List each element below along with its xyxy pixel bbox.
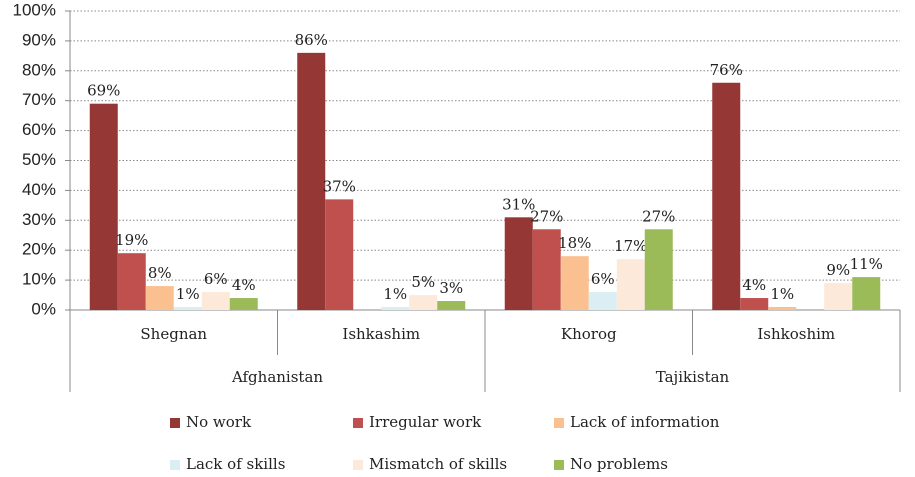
bar [616, 259, 645, 310]
bar [560, 256, 589, 310]
legend-swatch [170, 418, 180, 428]
value-label: 6% [591, 270, 615, 288]
bar [89, 103, 118, 310]
bar [740, 298, 769, 310]
bar [201, 292, 230, 310]
value-label: 69% [87, 82, 120, 100]
bar [644, 229, 673, 310]
y-tick-label: 70% [22, 90, 56, 109]
value-label: 76% [710, 61, 743, 79]
bar [532, 229, 561, 310]
value-label: 86% [295, 31, 328, 49]
bar [173, 307, 202, 310]
x-tick-label: Ishkashim [342, 325, 420, 343]
legend-label: Mismatch of skills [369, 455, 507, 473]
bar [381, 307, 410, 310]
value-label: 6% [204, 270, 228, 288]
bar [145, 286, 174, 310]
y-tick-label: 20% [22, 240, 56, 259]
legend-label: No problems [570, 455, 668, 473]
value-label: 8% [148, 264, 172, 282]
group-label: Tajikistan [656, 368, 730, 386]
y-tick-label: 40% [22, 180, 56, 199]
legend-swatch [170, 460, 180, 470]
bar [297, 52, 326, 311]
group-label: Afghanistan [231, 368, 323, 386]
y-tick-label: 80% [22, 60, 56, 79]
bar [588, 292, 617, 310]
value-label: 4% [232, 276, 256, 294]
legend-swatch [353, 460, 363, 470]
legend-label: Lack of information [570, 413, 720, 431]
x-tick-label: Shegnan [140, 325, 207, 343]
bar [117, 253, 146, 310]
value-label: 31% [502, 195, 535, 213]
y-tick-label: 90% [22, 30, 56, 49]
value-label: 19% [115, 231, 148, 249]
bar [229, 298, 258, 310]
value-label: 5% [411, 273, 435, 291]
bar [504, 217, 533, 310]
value-label: 11% [850, 255, 883, 273]
y-tick-label: 100% [13, 0, 56, 19]
value-label: 4% [742, 276, 766, 294]
bar [768, 307, 797, 310]
x-tick-label: Khorog [561, 325, 617, 343]
value-label: 27% [642, 207, 675, 225]
y-tick-label: 30% [22, 210, 56, 229]
value-label: 17% [614, 237, 647, 255]
bar [409, 295, 438, 310]
legend-swatch [554, 460, 564, 470]
value-label: 37% [323, 177, 356, 195]
y-tick-label: 60% [22, 120, 56, 139]
value-label: 9% [826, 261, 850, 279]
bar [437, 301, 466, 310]
bar [824, 283, 853, 310]
bar [852, 277, 881, 310]
legend-swatch [554, 418, 564, 428]
value-label: 1% [770, 285, 794, 303]
y-tick-label: 50% [22, 150, 56, 169]
value-label: 1% [176, 285, 200, 303]
legend-label: Lack of skills [186, 455, 285, 473]
value-label: 1% [383, 285, 407, 303]
value-label: 18% [558, 234, 591, 252]
bar [325, 199, 354, 310]
x-tick-label: Ishkoshim [757, 325, 835, 343]
value-label: 3% [439, 279, 463, 297]
y-tick-label: 10% [22, 270, 56, 289]
y-tick-label: 0% [31, 299, 56, 318]
legend-label: No work [186, 413, 252, 431]
value-label: 27% [530, 207, 563, 225]
legend-label: Irregular work [369, 413, 482, 431]
bar [712, 82, 741, 310]
legend-swatch [353, 418, 363, 428]
